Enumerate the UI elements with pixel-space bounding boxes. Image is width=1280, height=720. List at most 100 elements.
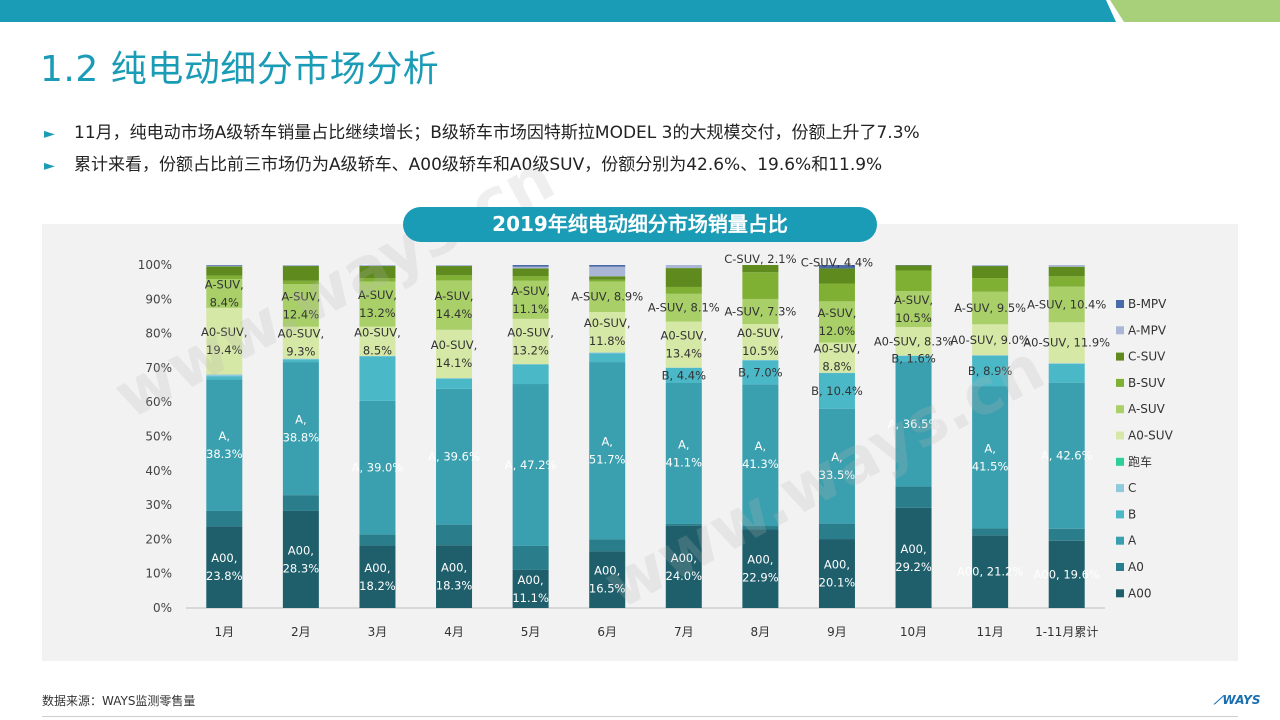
data-label: A00, [900, 542, 926, 556]
bar-segment [589, 551, 626, 608]
data-label: 23.8% [206, 569, 243, 583]
y-tick-label: 50% [145, 430, 172, 444]
data-label: 11.1% [512, 591, 549, 605]
data-label: A, 36.5% [888, 417, 940, 431]
data-label: 12.0% [819, 324, 856, 338]
bar-segment [512, 266, 549, 269]
bar-segment [359, 534, 396, 546]
data-label: B, 10.4% [811, 384, 863, 398]
bar-segment [512, 545, 549, 570]
data-label: A-SUV, [358, 288, 397, 302]
y-tick-label: 0% [153, 601, 172, 615]
x-tick-label: 4月 [444, 625, 464, 639]
bar-segment [972, 324, 1009, 356]
bar-segment [972, 265, 1009, 267]
bar-segment [589, 539, 626, 552]
bar-segment [818, 539, 855, 608]
bar-segment [1048, 322, 1085, 364]
y-tick-label: 10% [145, 567, 172, 581]
bar-segment [436, 329, 473, 379]
bar-segment [206, 307, 243, 375]
bar-segment [359, 545, 396, 608]
bar-segment [1048, 265, 1085, 267]
legend-label: B [1128, 507, 1136, 521]
data-label: 41.5% [972, 459, 1009, 473]
bar-segment [972, 535, 1009, 608]
data-label: A, [755, 439, 767, 453]
bar-segment [589, 362, 626, 540]
data-label: 10.5% [742, 344, 779, 358]
bar-segment [1048, 363, 1085, 383]
bar-segment [1048, 540, 1085, 608]
legend-label: 跑车 [1128, 454, 1152, 469]
bar-segment [206, 266, 243, 276]
data-label: A, [295, 413, 307, 427]
bar-segment [665, 382, 702, 524]
data-label: A0-SUV, 9.0% [950, 333, 1030, 347]
legend-swatch [1116, 510, 1124, 519]
bar-segment [665, 268, 702, 287]
y-tick-label: 70% [145, 361, 172, 375]
data-label: A-SUV, [894, 293, 933, 307]
bar-segment [818, 373, 855, 409]
bar-segment [282, 362, 319, 496]
bar-segment [512, 268, 549, 277]
legend-label: A [1128, 534, 1137, 548]
data-label: A0-SUV, [507, 325, 554, 339]
data-label: 13.4% [666, 347, 703, 361]
bar-segment [206, 376, 243, 380]
x-tick-label: 7月 [674, 625, 694, 639]
legend-label: A0-SUV [1128, 429, 1174, 443]
bar-segment [972, 278, 1009, 292]
bullet-marker-icon: ► [44, 158, 55, 174]
data-label: A-SUV, 8.9% [571, 290, 643, 304]
data-label: A00, [288, 543, 314, 557]
bar-segment [206, 265, 243, 266]
data-label: B, 4.4% [662, 368, 706, 382]
bar-segment [436, 275, 473, 281]
y-tick-label: 40% [145, 464, 172, 478]
legend-label: B-SUV [1128, 376, 1166, 390]
y-tick-label: 100% [138, 258, 172, 272]
legend-label: A-MPV [1128, 323, 1167, 337]
data-label: A00, 19.6% [1034, 567, 1100, 581]
data-label: 33.5% [819, 468, 856, 482]
data-label: A, 39.0% [352, 461, 404, 475]
bar-segment [895, 355, 932, 362]
bar-segment [1048, 286, 1085, 323]
legend-label: A-SUV [1128, 402, 1166, 416]
data-label: 51.7% [589, 453, 626, 467]
legend-swatch [1116, 405, 1124, 414]
bar-segment [665, 265, 702, 269]
data-label: A, 39.6% [428, 450, 480, 464]
bar-segment [972, 291, 1009, 325]
data-label: A-SUV, 9.5% [954, 301, 1026, 315]
bar-segment [206, 379, 243, 511]
data-label: A-SUV, 10.4% [1027, 297, 1106, 311]
data-label: A0-SUV, [431, 338, 478, 352]
x-tick-label: 11月 [976, 625, 1003, 639]
bar-segment [895, 361, 932, 487]
watermark-text: www.ways.cn [103, 141, 566, 434]
data-label: 22.9% [742, 571, 779, 585]
data-label: A00, [211, 551, 237, 565]
bar-segment [436, 266, 473, 276]
bar-segment [436, 524, 473, 546]
bar-segment [589, 281, 626, 312]
data-label: 38.3% [206, 447, 243, 461]
data-label: A0-SUV, [201, 325, 248, 339]
legend-swatch [1116, 300, 1124, 308]
bar-segment [206, 526, 243, 608]
data-label: A0-SUV, 8.3% [874, 334, 954, 348]
bar-segment [818, 283, 855, 302]
bar-segment [1048, 276, 1085, 287]
bullet-1-text: 11月，纯电动市场A级轿车销量占比继续增长；B级轿车市场因特斯拉MODEL 3的… [74, 123, 920, 143]
legend-swatch [1116, 352, 1124, 361]
bar-segment [436, 378, 473, 389]
bar-segment [359, 281, 396, 327]
bar-segment [742, 265, 779, 273]
bar-segment [742, 529, 779, 608]
top-banner [0, 0, 1280, 22]
bar-segment [818, 342, 855, 373]
